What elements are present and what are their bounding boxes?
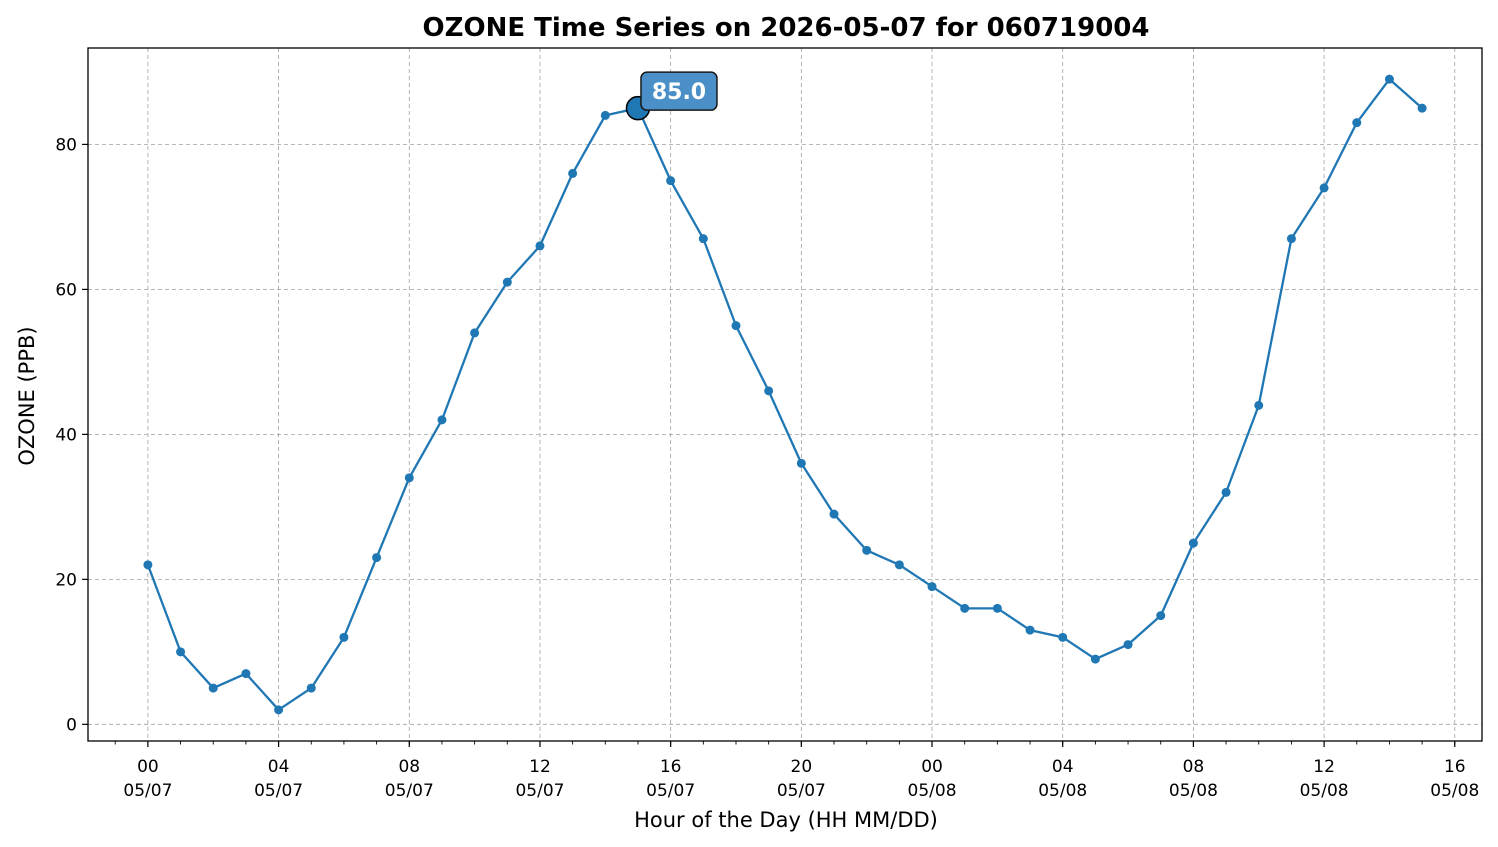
- data-point: [1221, 487, 1231, 497]
- x-tick-date-label: 05/08: [1169, 781, 1218, 801]
- data-point: [208, 683, 218, 693]
- data-point: [1384, 74, 1394, 84]
- axis-ticks: 0 20 40 60 80 00 05/07 04 05/07 08 05/07 12 05/07 16 0…: [55, 135, 1479, 801]
- data-point: [960, 603, 970, 613]
- y-axis-label: OZONE (PPB): [15, 326, 39, 465]
- x-tick-date-label: 05/08: [908, 781, 957, 801]
- ozone-series: [143, 74, 1427, 715]
- x-tick-date-label: 05/07: [385, 781, 434, 801]
- y-tick-label: 20: [55, 570, 77, 590]
- data-point: [731, 321, 741, 331]
- data-point: [241, 669, 251, 679]
- data-point: [666, 176, 676, 186]
- data-point: [274, 705, 284, 715]
- data-point: [764, 386, 774, 396]
- data-point: [404, 473, 414, 483]
- x-tick-hour-label: 08: [398, 757, 420, 777]
- x-tick-hour-label: 12: [1313, 757, 1335, 777]
- x-tick-date-label: 05/07: [254, 781, 303, 801]
- y-tick-label: 60: [55, 280, 77, 300]
- plot-frame: [87, 47, 1483, 742]
- data-point: [829, 509, 839, 519]
- annotation-box: [640, 71, 718, 111]
- data-point: [1352, 118, 1362, 128]
- data-point: [1025, 625, 1035, 635]
- x-tick-date-label: 05/07: [646, 781, 695, 801]
- grid-lines: [88, 48, 1482, 741]
- data-point: [1090, 654, 1100, 664]
- x-tick-date-label: 05/08: [1038, 781, 1087, 801]
- data-point: [1254, 400, 1264, 410]
- x-tick-date-label: 05/08: [1430, 781, 1479, 801]
- peak-annotation: 85.0: [625, 71, 718, 121]
- data-point: [437, 415, 447, 425]
- data-point: [1156, 611, 1166, 621]
- data-point: [176, 647, 186, 657]
- y-tick-label: 0: [66, 715, 77, 735]
- data-point: [600, 110, 610, 120]
- data-point: [992, 603, 1002, 613]
- data-point: [502, 277, 512, 287]
- x-tick-date-label: 05/07: [515, 781, 564, 801]
- x-tick-hour-label: 16: [1444, 757, 1466, 777]
- x-tick-hour-label: 00: [137, 757, 159, 777]
- data-point: [1123, 640, 1133, 650]
- data-point: [470, 328, 480, 338]
- x-tick-date-label: 05/07: [123, 781, 172, 801]
- annotation-label: 85.0: [652, 80, 706, 105]
- x-tick-hour-label: 20: [791, 757, 813, 777]
- data-point: [1188, 538, 1198, 548]
- data-point: [339, 632, 349, 642]
- data-point: [1417, 103, 1427, 113]
- data-point: [143, 560, 153, 570]
- x-tick-hour-label: 16: [660, 757, 682, 777]
- x-tick-hour-label: 04: [268, 757, 290, 777]
- data-point: [894, 560, 904, 570]
- x-tick-hour-label: 12: [529, 757, 551, 777]
- x-tick-date-label: 05/08: [1300, 781, 1349, 801]
- data-point: [1058, 632, 1068, 642]
- series-line: [146, 78, 1423, 711]
- data-point: [862, 545, 872, 555]
- data-point: [568, 168, 578, 178]
- x-tick-date-label: 05/07: [777, 781, 826, 801]
- y-tick-label: 40: [55, 425, 77, 445]
- x-tick-hour-label: 08: [1183, 757, 1205, 777]
- data-point: [698, 234, 708, 244]
- data-point: [796, 458, 806, 468]
- data-point: [306, 683, 316, 693]
- data-point: [372, 553, 382, 563]
- y-tick-label: 80: [55, 135, 77, 155]
- data-point: [535, 241, 545, 251]
- data-point: [1319, 183, 1329, 193]
- x-tick-hour-label: 04: [1052, 757, 1074, 777]
- x-tick-hour-label: 00: [921, 757, 943, 777]
- chart-title: OZONE Time Series on 2026-05-07 for 0607…: [423, 13, 1150, 43]
- data-point: [927, 582, 937, 592]
- data-point: [1286, 234, 1296, 244]
- x-axis-label: Hour of the Day (HH MM/DD): [634, 808, 938, 832]
